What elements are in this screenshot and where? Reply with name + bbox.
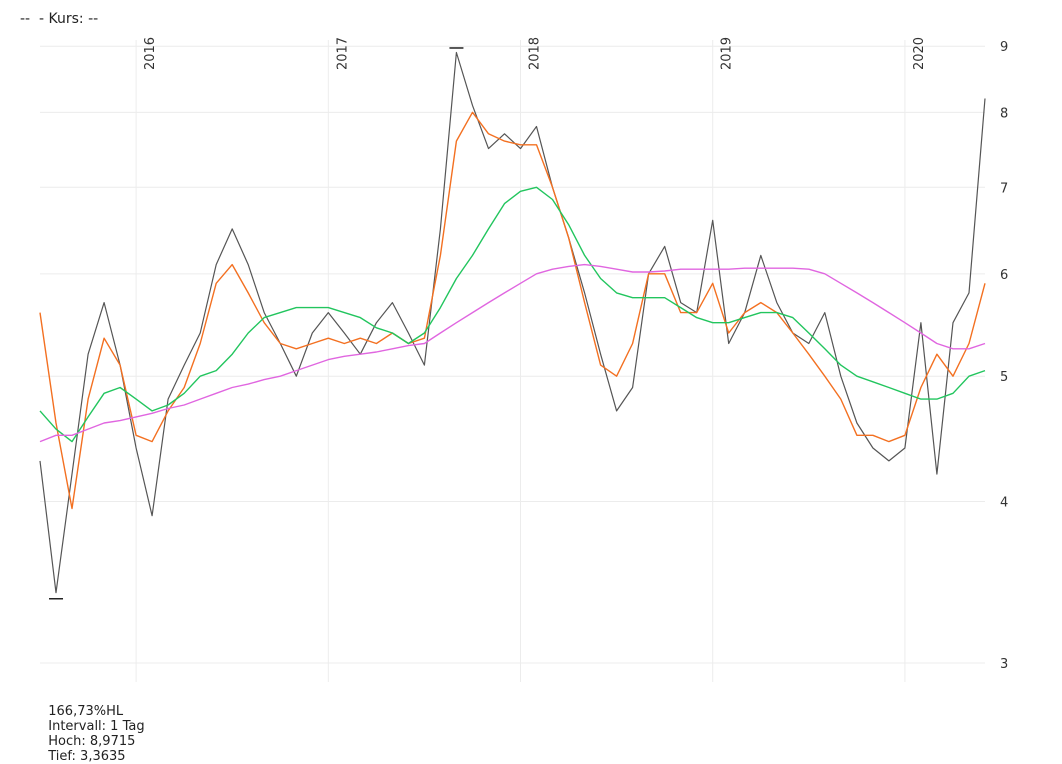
x-tick-label: 2016: [143, 37, 158, 70]
x-tick-label: 2018: [528, 37, 543, 70]
x-axis-labels: 2016 2017 2018 2019 2020: [143, 37, 927, 70]
y-tick-label: 4: [1000, 495, 1008, 510]
chart-marks: [39, 47, 986, 600]
chart-header: -- - Kurs: --: [20, 11, 99, 27]
x-tick-label: 2020: [912, 37, 927, 70]
y-tick-label: 9: [1000, 40, 1008, 55]
low-label: Tief: 3,3635: [48, 749, 126, 764]
high-label: Hoch: 8,9715: [48, 734, 136, 749]
y-tick-label: 6: [1000, 268, 1008, 283]
series-line-3: [39, 263, 986, 443]
x-tick-label: 2017: [335, 37, 350, 70]
y-tick-label: 5: [1000, 370, 1008, 385]
y-tick-label: 8: [1000, 106, 1008, 121]
y-tick-label: 7: [1000, 181, 1008, 196]
series-line-1: [39, 111, 986, 510]
change-percent-label: 166,73%HL: [48, 704, 124, 719]
interval-label[interactable]: Intervall: 1 Tag: [48, 719, 145, 734]
series-line-2: [39, 186, 986, 443]
y-axis-labels: 3 4 5 6 7 8 9: [1000, 40, 1008, 672]
price-chart: 3 4 5 6 7 8 9 2016 2017 2018 2019 2020: [39, 37, 1008, 682]
y-tick-label: 3: [1000, 657, 1008, 672]
chart-footer: 166,73%HL Intervall: 1 Tag Hoch: 8,9715 …: [40, 689, 175, 764]
x-tick-label: 2019: [720, 37, 735, 70]
chart-grid: [40, 40, 985, 682]
series-line-0: [39, 51, 986, 594]
